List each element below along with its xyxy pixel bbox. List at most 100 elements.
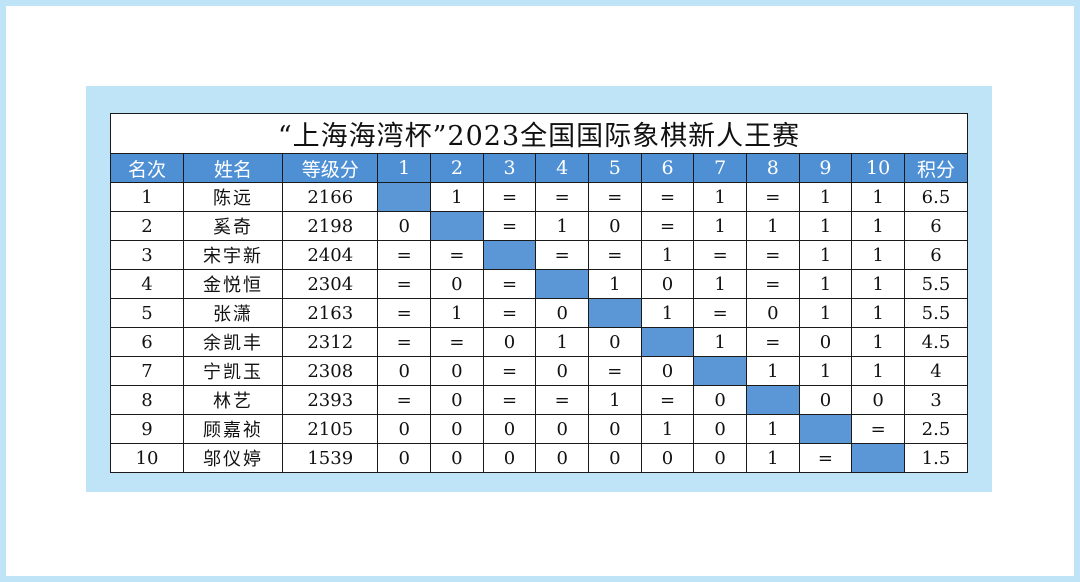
result-cell: = — [588, 356, 642, 386]
result-cell: 1 — [640, 414, 695, 444]
crosstable: “上海海湾杯”2023全国国际象棋新人王赛 名次 姓名 等级分 1 2 3 4 5 6 7 8 9 10… — [110, 113, 969, 473]
rank-cell: 3 — [110, 240, 184, 270]
result-cell: = — [482, 298, 537, 328]
header-opponent-5: 5 — [588, 153, 642, 183]
self-pairing-cell — [745, 385, 800, 415]
player-name-cell: 林艺 — [182, 385, 284, 415]
player-name-cell: 宋宇新 — [182, 240, 284, 270]
table-row: 7 宁凯玉 2308 0 0 = 0 = 0 1 1 1 4 — [110, 356, 969, 386]
result-cell: 0 — [482, 327, 537, 357]
result-cell: 0 — [588, 211, 642, 241]
header-rank: 名次 — [110, 153, 184, 183]
result-cell: 1 — [851, 182, 905, 212]
result-cell: 1 — [798, 240, 853, 270]
result-cell: 0 — [640, 356, 695, 386]
self-pairing-cell — [640, 327, 695, 357]
header-row: 名次 姓名 等级分 1 2 3 4 5 6 7 8 9 10 积分 — [110, 153, 969, 183]
table-row: 5 张潇 2163 = 1 = 0 1 = 0 1 1 5.5 — [110, 298, 969, 328]
rating-cell: 2304 — [282, 269, 379, 299]
result-cell: 0 — [588, 443, 642, 473]
result-cell: = — [377, 385, 432, 415]
result-cell: = — [693, 298, 747, 328]
player-name-cell: 陈远 — [182, 182, 284, 212]
table-row: 9 顾嘉祯 2105 0 0 0 0 0 1 0 1 = 2.5 — [110, 414, 969, 444]
result-cell: 0 — [798, 327, 853, 357]
result-cell: 1 — [851, 327, 905, 357]
result-cell: = — [430, 240, 484, 270]
score-cell: 5.5 — [903, 269, 969, 299]
result-cell: 0 — [377, 356, 432, 386]
table-title: “上海海湾杯”2023全国国际象棋新人王赛 — [110, 113, 968, 154]
result-cell: 1 — [851, 356, 905, 386]
header-opponent-9: 9 — [798, 153, 853, 183]
result-cell: 0 — [588, 327, 642, 357]
result-cell: 0 — [693, 414, 747, 444]
score-cell: 4.5 — [903, 327, 969, 357]
result-cell: = — [588, 182, 642, 212]
result-cell: 0 — [693, 385, 747, 415]
result-cell: = — [482, 182, 537, 212]
result-cell: = — [745, 327, 800, 357]
result-cell: = — [535, 240, 589, 270]
result-cell: 1 — [693, 182, 747, 212]
table-row: 8 林艺 2393 = 0 = = 1 = 0 0 0 3 — [110, 385, 969, 415]
header-opponent-8: 8 — [745, 153, 800, 183]
rank-cell: 9 — [110, 414, 184, 444]
rating-cell: 2393 — [282, 385, 379, 415]
score-cell: 3 — [903, 385, 969, 415]
result-cell: 1 — [851, 269, 905, 299]
result-cell: 1 — [693, 211, 747, 241]
result-cell: 0 — [377, 211, 432, 241]
player-name-cell: 张潇 — [182, 298, 284, 328]
score-cell: 6 — [903, 240, 969, 270]
header-name: 姓名 — [182, 153, 284, 183]
result-cell: 1 — [745, 443, 800, 473]
score-cell: 6 — [903, 211, 969, 241]
rank-cell: 2 — [110, 211, 184, 241]
table-row: 6 余凯丰 2312 = = 0 1 0 1 = 0 1 4.5 — [110, 327, 969, 357]
self-pairing-cell — [482, 240, 537, 270]
header-opponent-1: 1 — [377, 153, 432, 183]
header-opponent-3: 3 — [482, 153, 537, 183]
result-cell: = — [430, 327, 484, 357]
result-cell: = — [640, 182, 695, 212]
header-rating: 等级分 — [282, 153, 379, 183]
rank-cell: 7 — [110, 356, 184, 386]
result-cell: = — [482, 211, 537, 241]
result-cell: 0 — [430, 356, 484, 386]
player-name-cell: 金悦恒 — [182, 269, 284, 299]
table-row: 1 陈远 2166 1 = = = = 1 = 1 1 6.5 — [110, 182, 969, 212]
result-cell: = — [588, 240, 642, 270]
header-opponent-4: 4 — [535, 153, 589, 183]
result-cell: = — [693, 240, 747, 270]
self-pairing-cell — [430, 211, 484, 241]
self-pairing-cell — [588, 298, 642, 328]
result-cell: 0 — [588, 414, 642, 444]
result-cell: 0 — [798, 385, 853, 415]
table-row: 3 宋宇新 2404 = = = = 1 = = 1 1 6 — [110, 240, 969, 270]
result-cell: = — [377, 327, 432, 357]
result-cell: 1 — [851, 240, 905, 270]
result-cell: 0 — [535, 298, 589, 328]
result-cell: 1 — [745, 356, 800, 386]
result-cell: = — [851, 414, 905, 444]
rank-cell: 4 — [110, 269, 184, 299]
rating-cell: 2163 — [282, 298, 379, 328]
rating-cell: 2404 — [282, 240, 379, 270]
result-cell: 0 — [377, 414, 432, 444]
result-cell: 1 — [798, 356, 853, 386]
result-cell: 1 — [430, 182, 484, 212]
result-cell: 1 — [535, 211, 589, 241]
header-opponent-6: 6 — [640, 153, 695, 183]
result-cell: = — [377, 298, 432, 328]
score-cell: 4 — [903, 356, 969, 386]
rank-cell: 10 — [110, 443, 184, 473]
rating-cell: 2308 — [282, 356, 379, 386]
result-cell: 1 — [430, 298, 484, 328]
result-cell: 1 — [588, 269, 642, 299]
result-cell: 0 — [430, 269, 484, 299]
result-cell: = — [745, 182, 800, 212]
result-cell: 0 — [430, 414, 484, 444]
header-opponent-7: 7 — [693, 153, 747, 183]
player-name-cell: 邬仪婷 — [182, 443, 284, 473]
